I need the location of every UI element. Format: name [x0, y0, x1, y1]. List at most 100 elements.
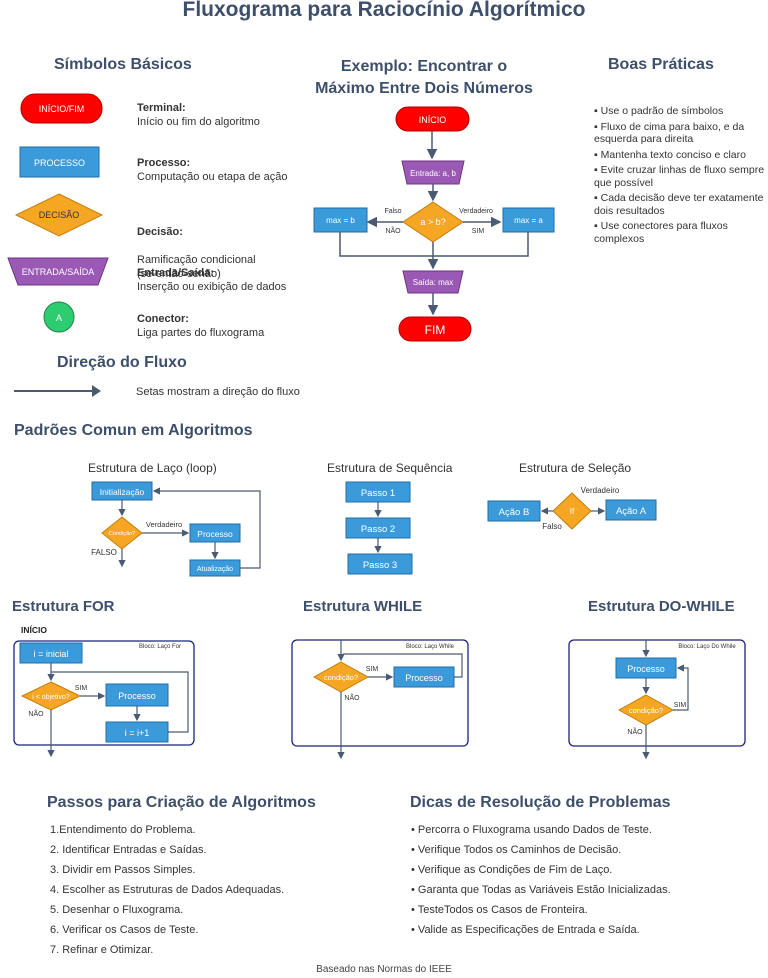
while-yes-label: SIM [366, 666, 379, 673]
decision-shape [14, 193, 104, 237]
list-item: • Percorra o Fluxograma usando Dados de … [411, 824, 652, 836]
while-diagram: Bloco: Laço While condição? SIM Processo… [291, 639, 469, 760]
io-shape-text: ENTRADA/SAÍDA [22, 267, 95, 277]
connector-shape [43, 301, 75, 333]
while-cond-text: condição? [324, 673, 358, 682]
example-end-text: FIM [425, 323, 446, 337]
sequence-step-2-text: Passo 2 [361, 524, 395, 535]
selection-caption: Estrutura de Seleção [519, 461, 632, 475]
for-yes-label: SIM [75, 685, 88, 692]
while-no-label: NÃO [344, 693, 360, 702]
while-heading: Estrutura WHILE [303, 598, 423, 615]
best-practice-item: ▪ Use o padrão de símbolos [594, 105, 724, 117]
example-input [401, 160, 465, 185]
flow-arrow [14, 385, 101, 397]
terminal-shape-text: INÍCIO/FIM [39, 104, 85, 114]
dowhile-process-text: Processo [627, 664, 665, 674]
tips-list: • Percorra o Fluxograma usando Dados de … [411, 820, 671, 940]
symbol-io-desc: Entrada/Saída: Inserção ou exibição de d… [137, 266, 286, 294]
list-item: • TesteTodos os Casos de Fronteira. [411, 904, 588, 916]
best-practice-item: ▪ Evite cruzar linhas de fluxo sempre qu… [594, 164, 765, 189]
selection-false-label: Falso [542, 522, 562, 531]
list-item: 5. Desenhar o Fluxograma. [50, 904, 184, 916]
list-item: 7. Refinar e Otimizar. [50, 944, 154, 956]
terminal-shape [20, 93, 103, 124]
best-practices-list: ▪ Use o padrão de símbolos ▪ Fluxo de ci… [594, 105, 766, 248]
symbol-process-name: Processo: [137, 157, 191, 169]
symbol-decision-text: Ramificação condicional (se-então-senão) [137, 254, 256, 280]
best-practice-item: ▪ Cada decisão deve ter exatamente dois … [594, 192, 764, 217]
list-item: • Valide as Especificações de Entrada e … [411, 924, 640, 936]
decision-shape-text: DECISÃO [39, 210, 80, 220]
loop-update-text: Atualização [197, 566, 233, 573]
dowhile-block-label: Bloco: Laço Do While [678, 644, 736, 650]
for-init-text: i = inicial [34, 649, 69, 659]
sequence-step-1-text: Passo 1 [361, 488, 395, 499]
symbol-process-desc: Processo: Computação ou etapa de ação [137, 156, 287, 184]
selection-true-label: Verdadeiro [581, 486, 620, 495]
dowhile-block [568, 639, 746, 747]
list-item: 6. Verificar os Casos de Teste. [50, 924, 199, 936]
loop-false-label: FALSO [91, 548, 117, 557]
loop-true-label: Verdadeiro [146, 520, 182, 529]
loop-process-text: Processo [197, 529, 233, 539]
loop-diagram: Initialização Condição? Verdadeiro Proce… [91, 481, 261, 577]
steps-list: 1.Entendimento do Problema. 2. Identific… [50, 820, 284, 960]
symbol-decision-name: Decisão: [137, 226, 183, 238]
dowhile-cond-text: condição? [629, 706, 663, 715]
example-start-text: INÍCIO [419, 115, 447, 125]
loop-cond-text: Condição? [109, 531, 135, 537]
symbol-io-text: Inserção ou exibição de dados [137, 281, 287, 293]
example-decision-text: a > b? [420, 217, 445, 227]
loop-init-text: Initialização [100, 487, 145, 497]
selection-action-b-text: Ação B [499, 507, 530, 518]
for-block [13, 640, 195, 746]
loop-caption: Estrutura de Laço (loop) [88, 461, 217, 475]
for-cond-text: i < objetivo? [32, 694, 70, 701]
example-right-box [502, 207, 555, 233]
list-item: 4. Escolher as Estruturas de Dados Adequ… [50, 884, 285, 896]
sequence-diagram: Passo 1 Passo 2 Passo 3 [345, 481, 413, 575]
best-practice-item: ▪ Mantenha texto conciso e claro [594, 148, 746, 161]
sequence-caption: Estrutura de Sequência [327, 461, 453, 475]
process-shape [19, 146, 100, 178]
example-yes-label: SIM [472, 228, 485, 235]
example-right-box-text: max = a [514, 216, 543, 225]
while-process-text: Processo [405, 673, 443, 683]
list-item: • Garanta que Todas as Variáveis Estão I… [411, 884, 671, 896]
dowhile-yes-label: SIM [674, 702, 687, 709]
for-no-label: NÃO [28, 709, 44, 718]
best-practices-heading: Boas Práticas [608, 56, 714, 73]
selection-action-a [605, 499, 657, 521]
for-process-text: Processo [118, 691, 156, 701]
example-flowchart: INÍCIO Entrada: a, b a > b? Falso Verdad… [313, 106, 555, 342]
patterns-heading: Padrões Comun em Algoritmos [14, 422, 253, 439]
symbol-terminal-text: Início ou fim do algoritmo [137, 116, 260, 128]
for-start: INÍCIO [21, 625, 47, 635]
selection-diagram: Ação B If Verdadeiro Falso Ação A [487, 486, 657, 531]
example-end [398, 316, 472, 342]
sequence-step-3-text: Passo 3 [363, 560, 397, 571]
selection-cond [552, 492, 592, 530]
for-incr-text: i = i+1 [125, 728, 150, 738]
list-item: 1.Entendimento do Problema. [50, 824, 196, 836]
example-false-label: Falso [384, 208, 401, 215]
dowhile-heading: Estrutura DO-WHILE [588, 598, 735, 615]
example-output-text: Saída: max [413, 278, 453, 287]
selection-action-a-text: Ação A [616, 506, 647, 517]
symbol-terminal-name: Terminal: [137, 102, 186, 114]
for-heading: Estrutura FOR [12, 598, 115, 615]
flow-direction-desc: Setas mostram a direção do fluxo [136, 386, 300, 398]
for-diagram: INÍCIO Bloco: Laço For i = inicial i < o… [13, 625, 195, 758]
symbol-terminal-desc: Terminal: Início ou fim do algoritmo [137, 101, 260, 129]
best-practice-item: ▪ Fluxo de cima para baixo, e da esquerd… [594, 120, 745, 146]
symbol-connector-name: Conector: [137, 313, 189, 325]
steps-heading: Passos para Criação de Algoritmos [47, 794, 316, 811]
io-shape [7, 257, 109, 286]
list-item: 2. Identificar Entradas e Saídas. [50, 844, 207, 856]
dowhile-diagram: Bloco: Laço Do While Processo condição? … [568, 639, 746, 760]
selection-cond-text: If [570, 507, 575, 516]
example-no-label: NÃO [385, 226, 401, 235]
list-item: • Verifique as Condições de Fim de Laço. [411, 864, 613, 876]
example-input-text: Entrada: a, b [410, 169, 456, 178]
